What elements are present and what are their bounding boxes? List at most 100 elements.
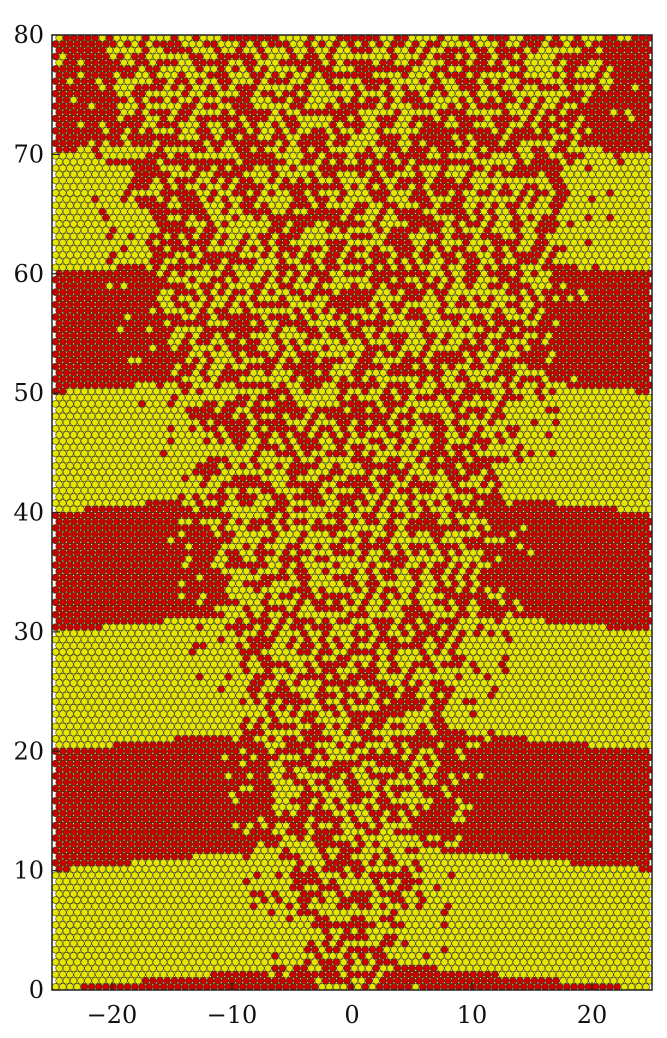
lattice-cell xyxy=(642,797,650,805)
lattice-cell xyxy=(365,691,373,700)
lattice-cell xyxy=(213,629,222,638)
lattice-cell xyxy=(437,852,445,861)
lattice-cell xyxy=(62,666,71,675)
lattice-cell xyxy=(95,747,103,755)
lattice-cell xyxy=(498,797,506,805)
lattice-cell xyxy=(206,691,215,700)
lattice-cell xyxy=(408,852,416,861)
lattice-cell xyxy=(77,914,85,923)
lattice-cell xyxy=(368,648,377,656)
lattice-cell xyxy=(138,933,146,942)
lattice-cell xyxy=(332,685,341,693)
lattice-cell xyxy=(545,617,553,625)
lattice-cell xyxy=(350,840,359,848)
lattice-cell xyxy=(620,635,629,644)
lattice-cell xyxy=(145,635,153,644)
lattice-cell xyxy=(645,641,652,650)
lattice-cell xyxy=(289,958,297,966)
lattice-cell xyxy=(638,778,647,786)
lattice-cell xyxy=(246,809,254,817)
lattice-cell xyxy=(113,964,121,973)
lattice-cell xyxy=(285,840,294,848)
lattice-cell xyxy=(116,697,125,706)
lattice-cell xyxy=(379,890,387,898)
lattice-cell xyxy=(339,871,348,880)
lattice-cell xyxy=(552,902,560,911)
lattice-cell xyxy=(231,859,240,867)
lattice-cell xyxy=(213,877,222,886)
lattice-cell xyxy=(95,797,103,805)
lattice-cell xyxy=(167,623,175,631)
lattice-cell xyxy=(206,666,215,675)
lattice-cell xyxy=(516,952,524,960)
lattice-cell xyxy=(426,821,434,830)
lattice-cell xyxy=(195,921,204,929)
lattice-cell xyxy=(224,933,233,942)
lattice-cell xyxy=(480,852,488,861)
lattice-cell xyxy=(354,834,362,842)
lattice-cell xyxy=(314,790,323,799)
lattice-cell xyxy=(145,970,153,979)
lattice-cell xyxy=(361,672,369,681)
lattice-cell xyxy=(325,958,333,966)
lattice-cell xyxy=(253,635,261,644)
lattice-cell xyxy=(69,976,78,985)
lattice-cell xyxy=(285,654,294,662)
lattice-cell xyxy=(480,914,488,923)
lattice-cell xyxy=(509,741,517,749)
lattice-cell xyxy=(631,728,639,737)
lattice-cell xyxy=(372,815,380,824)
lattice-cell xyxy=(289,648,297,656)
lattice-cell xyxy=(66,958,74,966)
lattice-cell xyxy=(480,902,488,911)
lattice-cell xyxy=(609,766,618,774)
lattice-cell xyxy=(221,865,229,873)
lattice-cell xyxy=(545,790,553,799)
lattice-cell xyxy=(267,859,276,867)
lattice-cell xyxy=(415,902,423,911)
lattice-cell xyxy=(87,933,96,942)
lattice-cell xyxy=(584,660,593,669)
lattice-cell xyxy=(584,896,593,904)
lattice-cell xyxy=(451,679,459,687)
lattice-cell xyxy=(566,964,575,973)
lattice-cell xyxy=(77,964,85,973)
lattice-cell xyxy=(455,710,463,718)
lattice-cell xyxy=(267,685,276,693)
lattice-cell xyxy=(519,921,528,929)
lattice-cell xyxy=(185,815,193,824)
lattice-cell xyxy=(239,648,247,656)
lattice-cell xyxy=(469,958,477,966)
lattice-cell xyxy=(563,672,571,681)
lattice-cell xyxy=(494,852,503,861)
lattice-cell xyxy=(365,902,373,911)
lattice-cell xyxy=(253,821,261,830)
lattice-cell xyxy=(213,704,222,712)
lattice-cell xyxy=(167,846,175,855)
lattice-cell xyxy=(321,753,330,762)
lattice-cell xyxy=(350,691,359,700)
lattice-cell xyxy=(523,716,531,724)
lattice-cell xyxy=(145,945,153,954)
lattice-cell xyxy=(314,629,323,638)
lattice-cell xyxy=(422,778,431,786)
lattice-cell xyxy=(203,660,211,669)
lattice-cell xyxy=(638,890,647,898)
lattice-cell xyxy=(343,964,351,973)
lattice-cell xyxy=(152,797,161,805)
lattice-cell xyxy=(581,629,589,638)
lattice-cell xyxy=(447,933,456,942)
lattice-cell xyxy=(422,691,431,700)
lattice-cell xyxy=(635,821,643,830)
lattice-cell xyxy=(199,914,207,923)
lattice-cell xyxy=(534,635,542,644)
lattice-cell xyxy=(77,691,85,700)
lattice-cell xyxy=(228,704,236,712)
lattice-cell xyxy=(397,635,405,644)
lattice-cell xyxy=(239,859,247,867)
lattice-cell xyxy=(296,846,305,855)
lattice-cell xyxy=(282,908,290,917)
lattice-cell xyxy=(617,952,625,960)
lattice-cell xyxy=(548,759,557,768)
lattice-cell xyxy=(98,666,107,675)
